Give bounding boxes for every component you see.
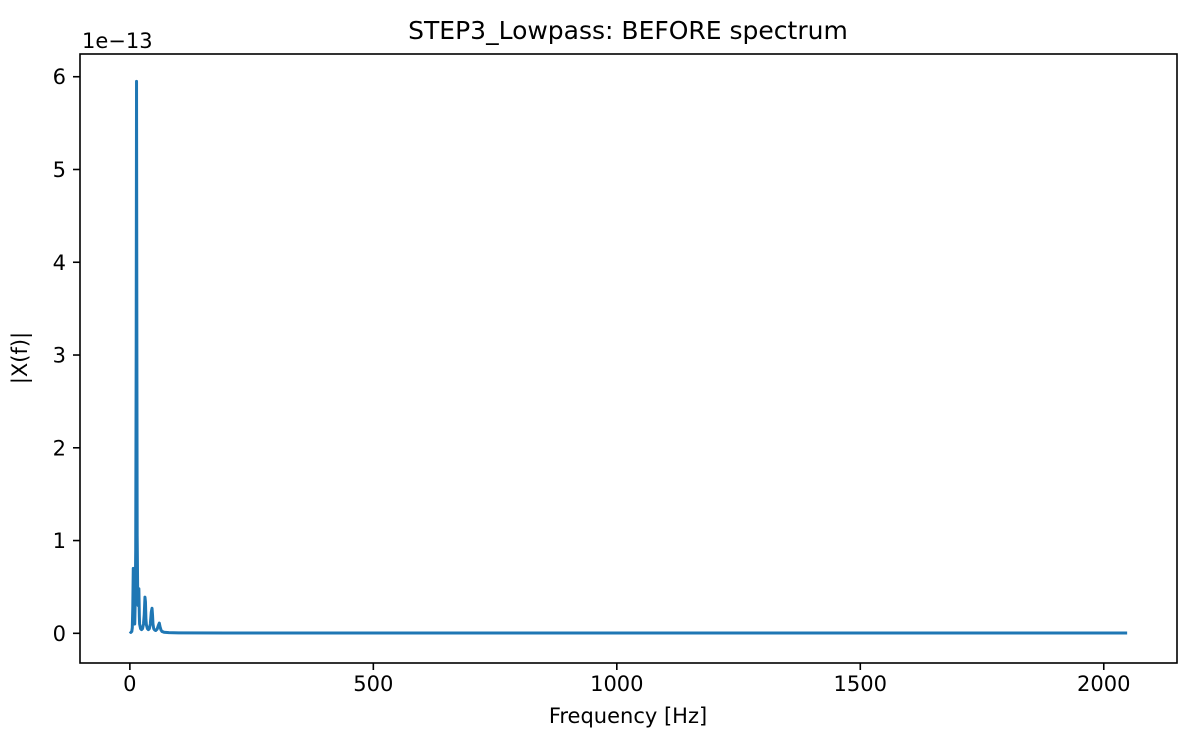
x-tick-label: 500 — [353, 672, 393, 696]
x-tick-label: 0 — [123, 672, 136, 696]
chart-title: STEP3_Lowpass: BEFORE spectrum — [408, 16, 848, 45]
x-tick-label: 1000 — [590, 672, 643, 696]
y-tick-label: 3 — [53, 344, 66, 368]
y-tick-label: 5 — [53, 158, 66, 182]
y-tick-label: 1 — [53, 529, 66, 553]
y-tick-label: 6 — [53, 65, 66, 89]
x-tick-label: 2000 — [1077, 672, 1130, 696]
data-line-layer — [128, 79, 1128, 635]
axes-spines-ticks-layer: 0 500 1000 1500 2000 0 1 2 3 4 5 6 — [53, 53, 1178, 696]
spectrum-line — [128, 79, 1128, 635]
y-axis-label: |X(f)| — [8, 332, 33, 384]
y-tick-label: 2 — [53, 436, 66, 460]
y-tick-label: 0 — [53, 622, 66, 646]
y-tick-label: 4 — [53, 251, 66, 275]
x-axis-label: Frequency [Hz] — [549, 704, 707, 728]
x-tick-label: 1500 — [834, 672, 887, 696]
axes-frame — [79, 53, 1178, 664]
y-axis-offset-label: 1e−13 — [82, 29, 153, 53]
